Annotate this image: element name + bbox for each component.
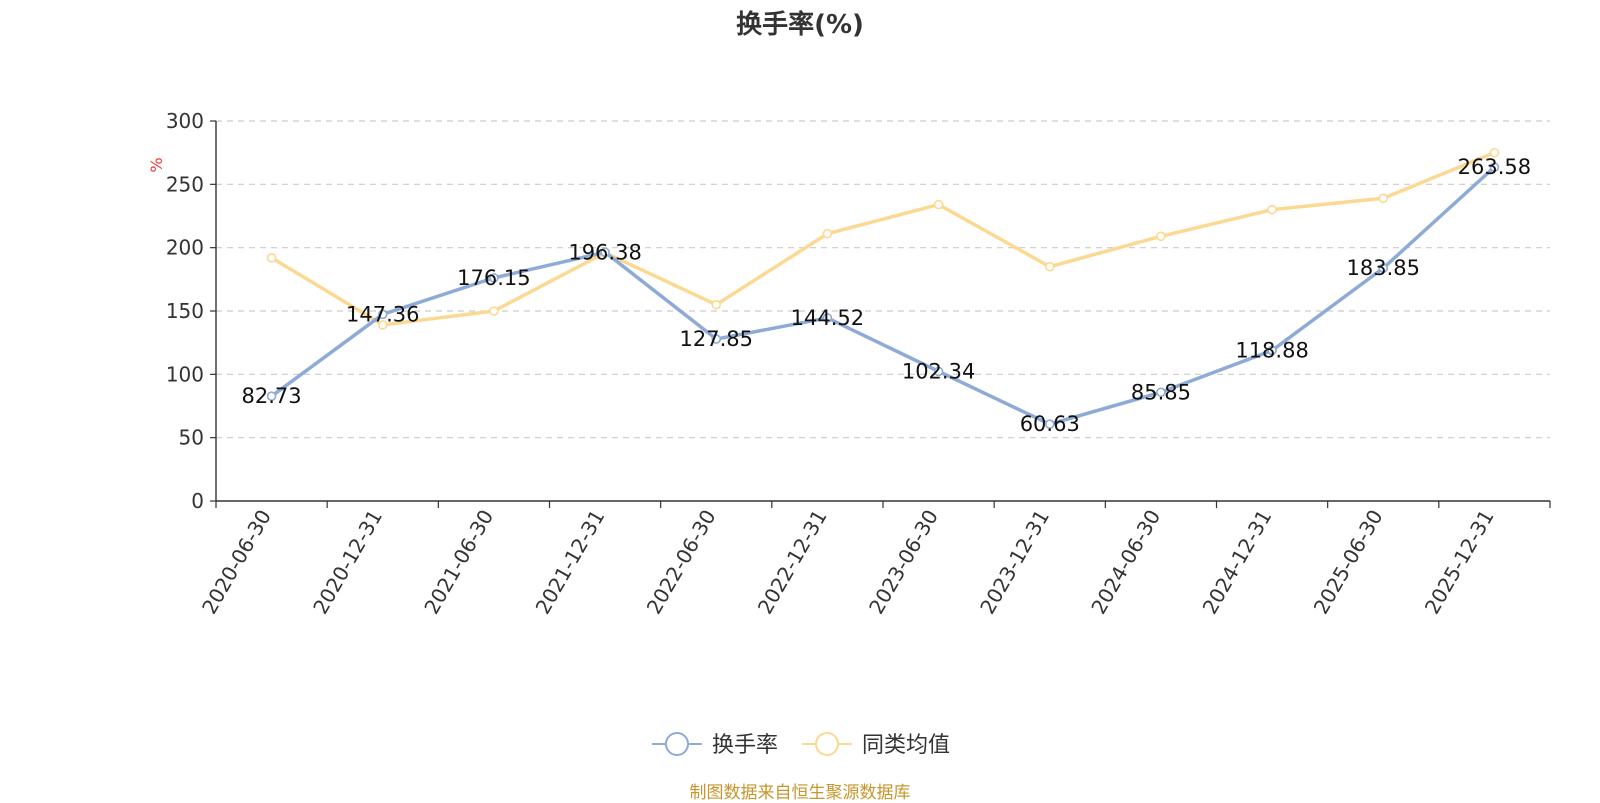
y-tick-label: 0 xyxy=(191,489,204,513)
legend-label: 同类均值 xyxy=(862,733,950,758)
data-point xyxy=(1156,387,1166,398)
data-label: 196.38 xyxy=(568,240,641,264)
data-point xyxy=(1267,345,1277,356)
data-label: 263.58 xyxy=(1458,155,1531,179)
data-label: 183.85 xyxy=(1347,256,1420,280)
y-axis-title: % xyxy=(147,157,166,172)
y-tick-label: 200 xyxy=(166,236,204,260)
data-label: 102.34 xyxy=(902,359,975,383)
data-point xyxy=(377,309,388,320)
data-label: 85.85 xyxy=(1131,380,1191,404)
x-tick-label: 2024-06-30 xyxy=(1086,506,1165,619)
data-point xyxy=(1044,419,1055,430)
data-point xyxy=(489,306,499,316)
data-labels: 82.73 147.36 176.15 196.38 127.85 144.52 102.3… xyxy=(242,155,1532,436)
series-line-0 xyxy=(269,165,1497,426)
series-layer xyxy=(266,147,1500,430)
grid-lines xyxy=(216,120,1550,439)
x-tick-label: 2021-06-30 xyxy=(419,505,498,618)
legend-marker xyxy=(665,732,689,756)
y-tick-label: 100 xyxy=(166,362,204,386)
data-label: 144.52 xyxy=(791,306,864,330)
data-point xyxy=(266,252,277,263)
chart-title: 换手率(%) xyxy=(736,10,864,40)
data-label: 176.15 xyxy=(457,266,530,290)
data-point xyxy=(266,391,277,402)
y-tick-label: 250 xyxy=(166,172,204,196)
y-tick-label: 300 xyxy=(166,109,204,133)
data-point xyxy=(711,334,722,344)
data-point xyxy=(1489,162,1500,172)
data-label: 60.63 xyxy=(1020,412,1080,436)
series-line-1 xyxy=(269,150,1497,327)
data-label: 127.85 xyxy=(680,327,753,351)
data-label: 82.73 xyxy=(242,384,302,408)
y-tick-label: 150 xyxy=(166,299,204,323)
data-point xyxy=(822,228,833,239)
data-point xyxy=(600,247,610,258)
data-point xyxy=(1489,147,1500,158)
data-point xyxy=(933,366,944,377)
data-point xyxy=(377,320,388,330)
source-note: 制图数据来自恒生聚源数据库 xyxy=(689,783,911,803)
data-label: 147.36 xyxy=(346,302,419,326)
x-tick-label: 2022-12-31 xyxy=(753,506,832,619)
x-tick-label: 2024-12-31 xyxy=(1198,506,1277,619)
x-tick-label: 2022-06-30 xyxy=(642,506,721,619)
y-tick-label: 50 xyxy=(179,426,204,450)
x-tick-label: 2023-06-30 xyxy=(864,505,943,618)
data-label: 118.88 xyxy=(1235,338,1308,362)
data-point xyxy=(489,273,499,283)
data-point xyxy=(1378,263,1389,273)
data-point xyxy=(933,199,944,210)
data-point xyxy=(1044,261,1055,272)
legend: 换手率 同类均值 xyxy=(652,732,950,758)
x-tick-label: 2021-12-31 xyxy=(531,506,610,619)
legend-marker xyxy=(815,732,839,756)
data-point xyxy=(1378,193,1389,204)
data-point xyxy=(1267,204,1277,215)
data-point xyxy=(711,299,722,310)
data-point xyxy=(1156,231,1166,242)
legend-label: 换手率 xyxy=(712,733,778,758)
x-tick-label: 2023-12-31 xyxy=(975,506,1054,619)
data-point xyxy=(822,313,833,323)
x-tick-label: 2020-06-30 xyxy=(197,506,276,619)
x-tick-label: 2020-12-31 xyxy=(308,506,387,619)
axes: 0 50 100 150 200 250 300% 2020-06-30 2020-12-31 2… xyxy=(147,109,1551,619)
x-tick-label: 2025-12-31 xyxy=(1420,506,1499,619)
x-tick-label: 2025-06-30 xyxy=(1309,506,1388,619)
